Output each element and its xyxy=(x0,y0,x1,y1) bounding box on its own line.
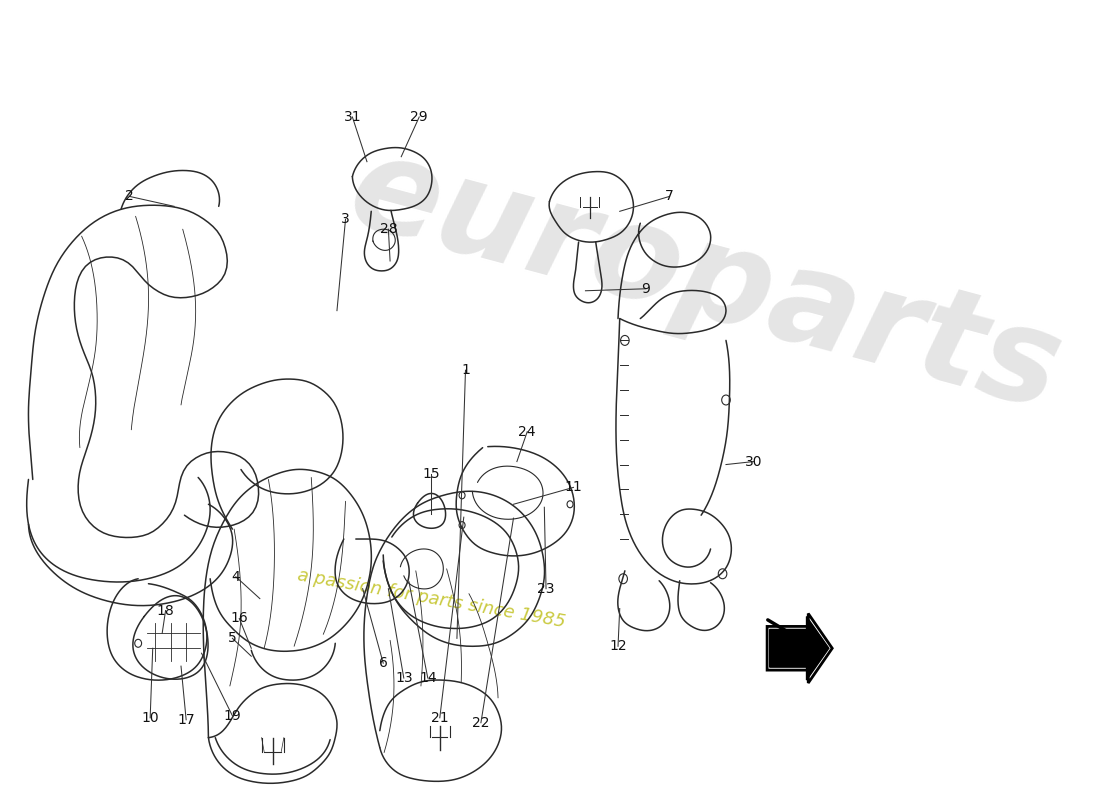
Text: 11: 11 xyxy=(564,480,582,494)
Text: 4: 4 xyxy=(231,570,240,584)
Text: 17: 17 xyxy=(177,713,195,726)
Text: 5: 5 xyxy=(228,631,236,646)
Text: 7: 7 xyxy=(666,190,674,203)
Text: 31: 31 xyxy=(343,110,361,124)
Text: 18: 18 xyxy=(156,603,175,618)
Text: 2: 2 xyxy=(125,190,134,203)
Text: 12: 12 xyxy=(609,639,627,654)
Text: 23: 23 xyxy=(537,582,554,596)
Text: 19: 19 xyxy=(223,709,241,722)
Text: 15: 15 xyxy=(422,467,440,482)
Text: 16: 16 xyxy=(230,611,249,626)
Text: 6: 6 xyxy=(378,656,387,670)
Text: 21: 21 xyxy=(431,710,449,725)
Text: europarts: europarts xyxy=(337,125,1075,437)
Text: 22: 22 xyxy=(472,716,490,730)
Text: 10: 10 xyxy=(141,710,160,725)
Polygon shape xyxy=(770,617,828,680)
Text: 9: 9 xyxy=(641,282,650,296)
Text: a passion for parts since 1985: a passion for parts since 1985 xyxy=(296,566,566,631)
Text: 30: 30 xyxy=(745,454,762,469)
Text: 14: 14 xyxy=(419,671,437,685)
Text: 28: 28 xyxy=(379,222,397,236)
Text: 3: 3 xyxy=(341,212,350,226)
Text: 29: 29 xyxy=(410,110,428,124)
Text: 1: 1 xyxy=(461,363,470,378)
Text: 24: 24 xyxy=(518,425,536,438)
Text: 13: 13 xyxy=(395,671,412,685)
